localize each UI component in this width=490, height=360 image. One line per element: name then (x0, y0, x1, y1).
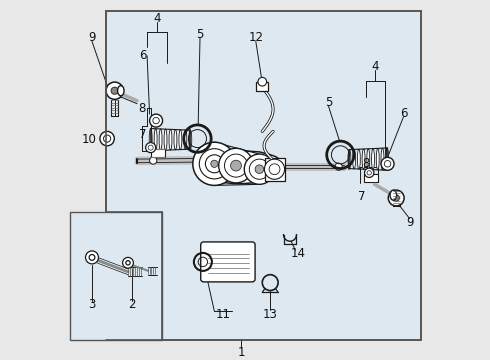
Text: 8: 8 (139, 102, 146, 114)
Text: 9: 9 (88, 31, 96, 44)
Text: 7: 7 (358, 190, 366, 203)
Ellipse shape (179, 130, 182, 150)
Ellipse shape (376, 148, 379, 170)
Ellipse shape (381, 148, 384, 170)
Ellipse shape (174, 130, 177, 150)
Circle shape (245, 154, 274, 184)
Circle shape (89, 255, 95, 260)
Text: 3: 3 (88, 298, 96, 311)
Circle shape (258, 77, 267, 86)
Ellipse shape (367, 149, 370, 170)
Circle shape (106, 82, 123, 99)
Text: 5: 5 (325, 96, 332, 109)
Circle shape (153, 117, 159, 124)
Circle shape (393, 195, 399, 201)
Text: 10: 10 (82, 133, 97, 146)
Circle shape (149, 114, 163, 127)
Text: 1: 1 (238, 346, 245, 359)
Circle shape (103, 135, 111, 142)
Ellipse shape (118, 86, 124, 96)
Ellipse shape (164, 129, 167, 150)
Ellipse shape (184, 130, 187, 149)
Bar (151, 149, 165, 157)
Text: 7: 7 (139, 129, 146, 141)
Circle shape (388, 190, 404, 206)
Bar (106, 11, 421, 340)
Circle shape (126, 261, 130, 265)
Text: 13: 13 (263, 308, 278, 321)
Circle shape (224, 154, 247, 177)
Ellipse shape (357, 149, 360, 169)
Circle shape (149, 157, 157, 164)
Circle shape (111, 87, 118, 94)
Circle shape (249, 159, 270, 179)
Text: 11: 11 (216, 308, 231, 321)
Circle shape (100, 131, 114, 146)
Ellipse shape (189, 130, 192, 149)
Circle shape (269, 164, 280, 175)
Ellipse shape (154, 129, 157, 150)
Circle shape (86, 251, 98, 264)
Circle shape (381, 157, 394, 170)
Circle shape (122, 257, 133, 268)
Circle shape (146, 143, 156, 153)
Text: 8: 8 (362, 157, 369, 170)
Ellipse shape (371, 149, 374, 170)
Ellipse shape (348, 150, 351, 168)
Ellipse shape (390, 190, 396, 200)
Bar (364, 174, 378, 182)
Text: 6: 6 (400, 107, 407, 120)
Circle shape (255, 165, 264, 174)
Polygon shape (200, 148, 284, 184)
Bar (71, 212, 162, 340)
Ellipse shape (159, 129, 162, 150)
Circle shape (384, 161, 391, 167)
Bar (256, 82, 269, 91)
Text: 4: 4 (371, 60, 379, 73)
Circle shape (365, 168, 374, 177)
Text: 12: 12 (248, 31, 263, 44)
Circle shape (199, 149, 229, 179)
Circle shape (367, 171, 371, 175)
Ellipse shape (386, 148, 389, 170)
Ellipse shape (353, 149, 356, 169)
Text: 6: 6 (139, 49, 146, 62)
Circle shape (193, 142, 236, 185)
Circle shape (211, 160, 218, 167)
Ellipse shape (362, 149, 365, 169)
Text: 14: 14 (291, 247, 306, 260)
Text: 2: 2 (128, 298, 135, 311)
Text: 9: 9 (406, 216, 413, 229)
Text: 5: 5 (196, 28, 204, 41)
Bar (265, 158, 285, 181)
Circle shape (219, 148, 253, 183)
Ellipse shape (149, 129, 152, 151)
Circle shape (231, 160, 242, 171)
Ellipse shape (169, 129, 172, 150)
FancyBboxPatch shape (201, 242, 255, 282)
Text: 4: 4 (153, 12, 161, 24)
Circle shape (148, 145, 153, 150)
Circle shape (265, 159, 285, 179)
Circle shape (335, 163, 342, 170)
Circle shape (205, 155, 223, 173)
